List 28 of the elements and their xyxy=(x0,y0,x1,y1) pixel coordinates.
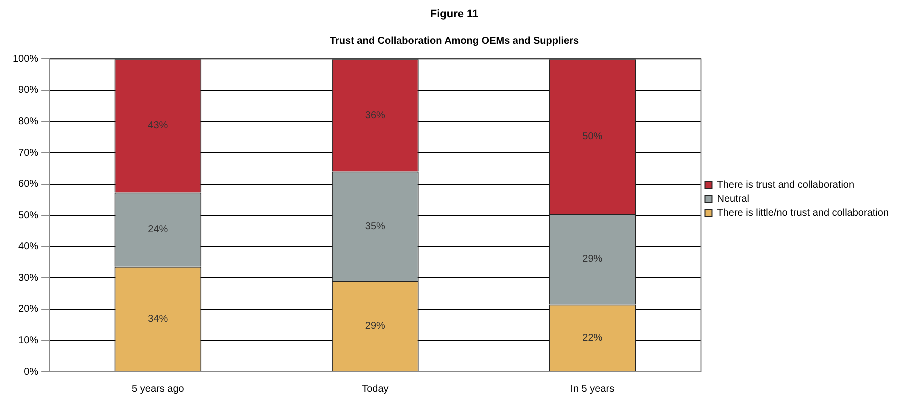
y-tick-label: 90% xyxy=(18,85,39,96)
chart-subtitle: Trust and Collaboration Among OEMs and Suppliers xyxy=(330,36,580,47)
legend-label: Neutral xyxy=(717,194,750,205)
x-tick-label: In 5 years xyxy=(570,384,615,395)
chart-title: Figure 11 xyxy=(430,8,479,21)
y-tick-label: 50% xyxy=(18,210,39,222)
legend-label: There is trust and collaboration xyxy=(717,180,855,191)
y-tick-label: 80% xyxy=(18,116,39,128)
data-label: 34% xyxy=(148,314,168,325)
data-label: 29% xyxy=(365,321,386,332)
x-tick-label: 5 years ago xyxy=(132,384,185,395)
data-label: 29% xyxy=(582,254,603,266)
y-tick-label: 30% xyxy=(18,272,39,284)
data-label: 24% xyxy=(148,224,168,236)
data-label: 35% xyxy=(365,221,386,232)
y-tick-label: 70% xyxy=(18,148,39,159)
data-label: 36% xyxy=(365,110,386,122)
y-tick-label: 20% xyxy=(18,304,39,316)
y-tick-label: 40% xyxy=(18,242,39,253)
data-label: 22% xyxy=(582,332,603,344)
y-tick-label: 10% xyxy=(18,335,39,346)
y-tick-label: 60% xyxy=(18,179,39,190)
y-tick-label: 0% xyxy=(24,366,39,378)
data-label: 50% xyxy=(582,131,603,142)
data-label: 43% xyxy=(148,120,168,132)
x-tick-label: Today xyxy=(362,384,389,395)
legend-label: There is little/no trust and collaboration xyxy=(717,208,890,219)
y-tick-label: 100% xyxy=(13,54,39,65)
